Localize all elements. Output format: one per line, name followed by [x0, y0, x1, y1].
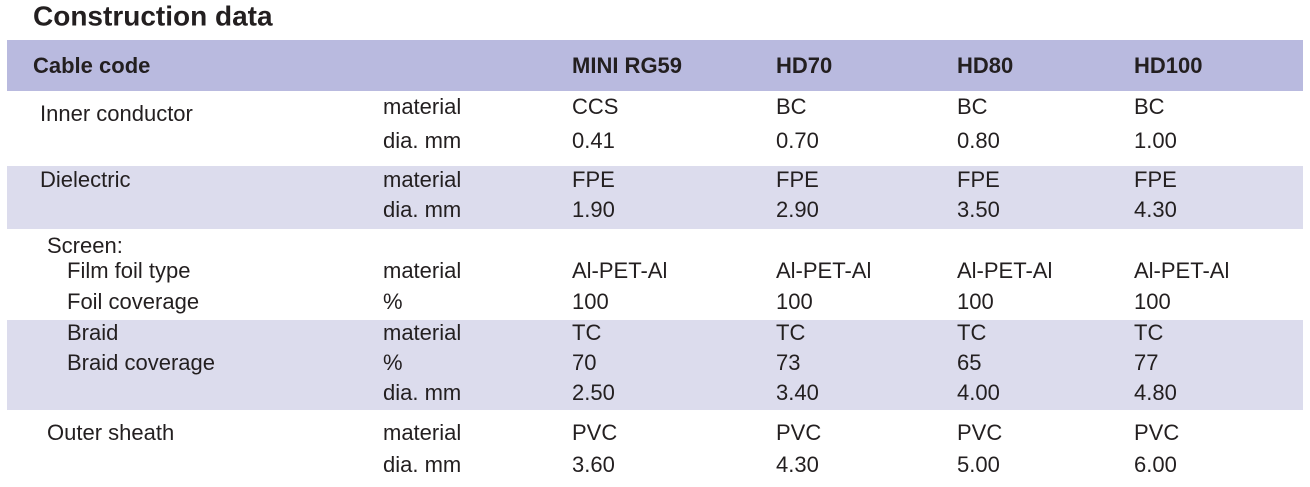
header-column: HD80 — [957, 53, 1013, 78]
header-column: HD70 — [776, 53, 832, 78]
row-label: Outer sheath — [47, 420, 174, 445]
cell-value: TC — [572, 320, 601, 345]
header-label: Cable code — [33, 53, 150, 78]
cell-value: 4.00 — [957, 380, 1000, 405]
group-title: Screen: — [47, 233, 123, 258]
row-label: Inner conductor — [40, 101, 193, 126]
row-band — [7, 320, 1303, 410]
cell-value: 1.00 — [1134, 128, 1177, 153]
row-property: material — [383, 320, 461, 345]
row-property: % — [383, 350, 403, 375]
cell-value: 3.60 — [572, 452, 615, 477]
row-property: dia. mm — [383, 452, 461, 477]
row-property: % — [383, 289, 403, 314]
cell-value: 100 — [776, 289, 813, 314]
row-property: dia. mm — [383, 380, 461, 405]
cell-value: 77 — [1134, 350, 1158, 375]
row-property: material — [383, 420, 461, 445]
cell-value: Al-PET-Al — [776, 258, 871, 283]
row-property: material — [383, 94, 461, 119]
cell-value: TC — [957, 320, 986, 345]
row-label: Film foil type — [67, 258, 190, 283]
row-property: dia. mm — [383, 128, 461, 153]
cell-value: 1.90 — [572, 197, 615, 222]
cell-value: PVC — [957, 420, 1002, 445]
cell-value: 3.40 — [776, 380, 819, 405]
row-property: material — [383, 258, 461, 283]
page-title: Construction data — [33, 0, 273, 31]
cell-value: 5.00 — [957, 452, 1000, 477]
cell-value: TC — [1134, 320, 1163, 345]
cell-value: BC — [776, 94, 807, 119]
cell-value: 100 — [572, 289, 609, 314]
header-column: HD100 — [1134, 53, 1202, 78]
cell-value: 2.90 — [776, 197, 819, 222]
cell-value: PVC — [572, 420, 617, 445]
row-label: Foil coverage — [67, 289, 199, 314]
cell-value: Al-PET-Al — [957, 258, 1052, 283]
cell-value: 100 — [957, 289, 994, 314]
cell-value: BC — [1134, 94, 1165, 119]
cell-value: 65 — [957, 350, 981, 375]
cell-value: CCS — [572, 94, 618, 119]
row-property: material — [383, 167, 461, 192]
row-band — [7, 166, 1303, 229]
cell-value: Al-PET-Al — [1134, 258, 1229, 283]
cell-value: BC — [957, 94, 988, 119]
cell-value: 4.30 — [1134, 197, 1177, 222]
row-label: Braid — [67, 320, 118, 345]
row-label: Braid coverage — [67, 350, 215, 375]
cell-value: 0.70 — [776, 128, 819, 153]
cell-value: 70 — [572, 350, 596, 375]
cell-value: PVC — [776, 420, 821, 445]
cell-value: FPE — [572, 167, 615, 192]
cell-value: 73 — [776, 350, 800, 375]
cell-value: 0.80 — [957, 128, 1000, 153]
header-band — [7, 40, 1303, 91]
cell-value: 4.80 — [1134, 380, 1177, 405]
cell-value: 0.41 — [572, 128, 615, 153]
cell-value: Al-PET-Al — [572, 258, 667, 283]
cell-value: 4.30 — [776, 452, 819, 477]
cell-value: FPE — [1134, 167, 1177, 192]
header-column: MINI RG59 — [572, 53, 682, 78]
cell-value: 3.50 — [957, 197, 1000, 222]
cell-value: 6.00 — [1134, 452, 1177, 477]
cell-value: FPE — [776, 167, 819, 192]
row-label: Dielectric — [40, 167, 130, 192]
cell-value: TC — [776, 320, 805, 345]
row-property: dia. mm — [383, 197, 461, 222]
cell-value: PVC — [1134, 420, 1179, 445]
cell-value: 100 — [1134, 289, 1171, 314]
cell-value: 2.50 — [572, 380, 615, 405]
cell-value: FPE — [957, 167, 1000, 192]
